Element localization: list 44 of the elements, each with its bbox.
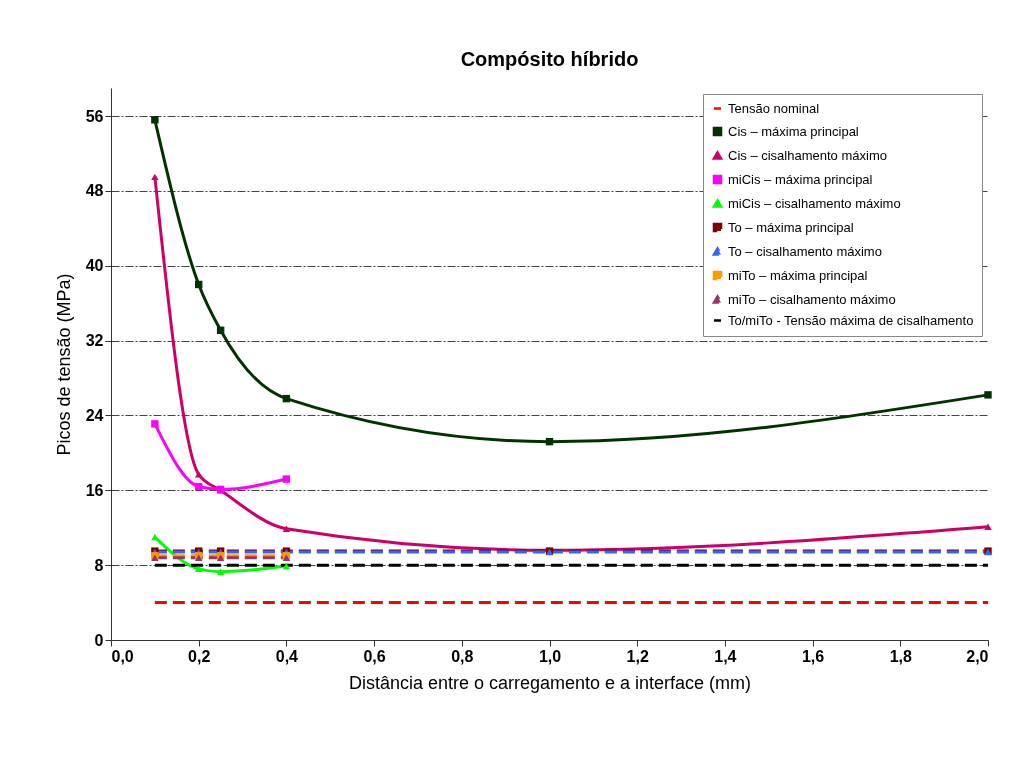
x-tick-label: 2,0 — [966, 647, 989, 665]
point — [151, 533, 159, 541]
x-tick-label: 0,4 — [275, 647, 299, 665]
x-tick-label: 1,0 — [538, 647, 562, 665]
x-tick-label: 0,6 — [363, 647, 386, 665]
x-tick-label: 1,8 — [889, 647, 913, 665]
point — [216, 568, 225, 575]
x-tick-label: 0,2 — [188, 647, 211, 665]
x-axis-title: Distância entre o carregamento e a interface (mm) — [348, 672, 752, 693]
legend-label: miTo – cisalhamento máximo — [728, 291, 896, 307]
x-tick-label: 1,6 — [801, 647, 825, 665]
point — [282, 475, 291, 483]
legend-label: miCis – máxima principal — [728, 171, 873, 187]
point — [194, 565, 203, 573]
legend-label: Cis – cisalhamento máximo — [728, 147, 887, 163]
y-tick-label: 56 — [85, 107, 104, 125]
y-tick-label: 40 — [85, 257, 104, 275]
y-tick-label: 24 — [85, 406, 104, 424]
legend-label: To/miTo - Tensão máxima de cisalhamento — [728, 312, 974, 328]
point — [282, 562, 291, 570]
legend-label: Cis – máxima principal — [728, 123, 859, 139]
point — [151, 116, 159, 124]
x-tick-label: 1,4 — [714, 647, 737, 665]
legend-label: miTo – máxima principal — [728, 267, 868, 283]
y-tick-label: 32 — [85, 332, 104, 350]
y-tick-label: 8 — [94, 556, 104, 574]
x-tick-label: 0,8 — [451, 647, 474, 665]
legend-label: miCis – cisalhamento máximo — [728, 195, 901, 211]
x-tick-label: 0,0 — [111, 647, 134, 665]
point — [151, 173, 159, 181]
point — [984, 391, 992, 399]
point — [151, 420, 159, 428]
point — [282, 525, 291, 532]
point — [194, 471, 203, 478]
y-tick-label: 0 — [94, 631, 104, 649]
y-axis-title: Picos de tensão (MPa) — [53, 273, 74, 456]
x-tick-label: 1,2 — [626, 647, 649, 665]
chart-title: Compósito híbrido — [460, 48, 639, 70]
legend-label: To – máxima principal — [728, 219, 854, 235]
y-tick-label: 48 — [85, 182, 104, 200]
point — [984, 523, 992, 530]
legend-label: Tensão nominal — [728, 100, 820, 116]
y-tick-label: 16 — [85, 481, 104, 499]
legend-label: To – cisalhamento máximo — [728, 243, 882, 259]
